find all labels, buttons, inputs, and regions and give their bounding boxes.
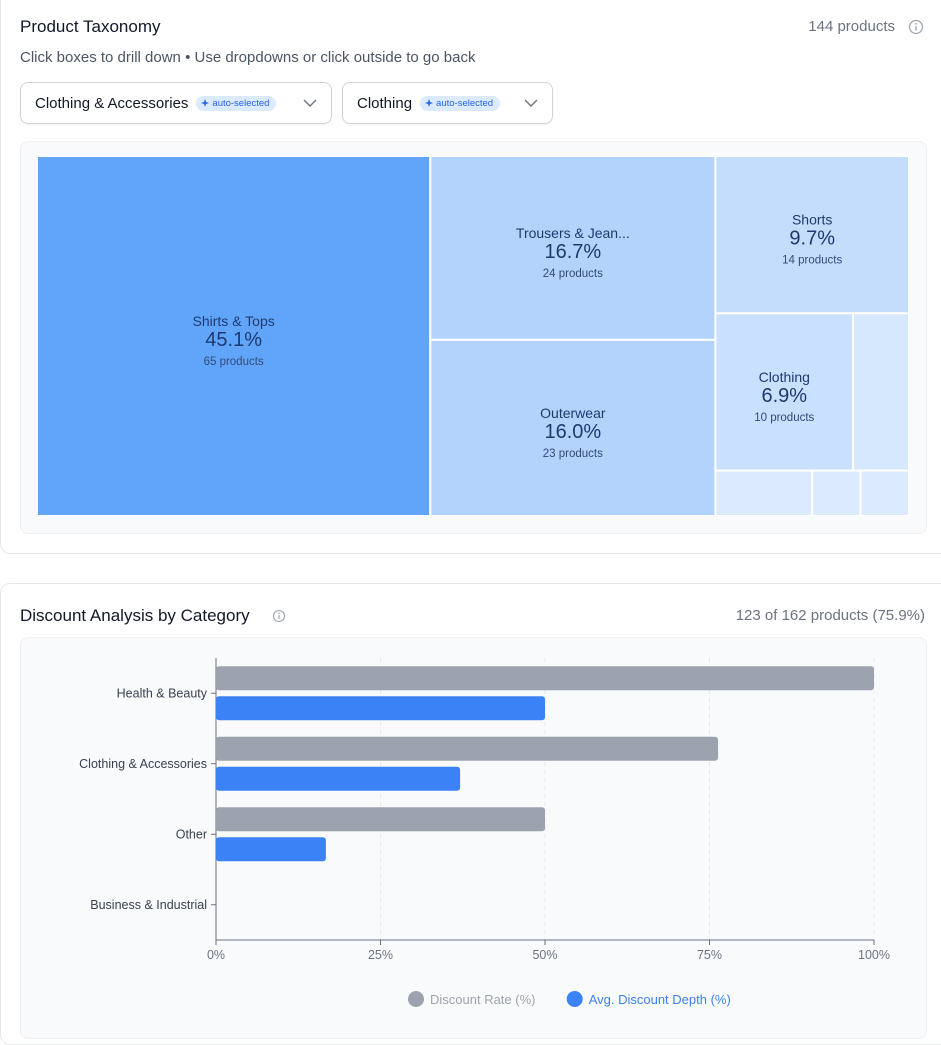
box-label: Clothing	[759, 369, 810, 385]
badge-text: auto-selected	[212, 97, 270, 109]
dropdown-label: Clothing	[357, 94, 413, 112]
badge: auto-selected	[196, 95, 277, 111]
box-count: 65 products	[204, 356, 264, 368]
treemap-box	[859, 469, 909, 516]
bar	[216, 666, 874, 691]
x-tick-label: 50%	[532, 948, 557, 962]
dropdown[interactable]: Clothing & Accessories auto-selected	[20, 82, 332, 124]
legend-swatch	[408, 991, 424, 1007]
badge: auto-selected	[420, 95, 501, 111]
box-label: Shorts	[792, 212, 832, 228]
box-percent: 16.0%	[544, 421, 601, 443]
taxonomy-count: 144 products	[808, 18, 895, 35]
x-tick-label: 100%	[858, 948, 890, 962]
chevron	[303, 99, 317, 107]
treemap-box	[429, 338, 717, 516]
box-label: Trousers & Jean...	[516, 225, 630, 241]
taxonomy-title: Product Taxonomy	[20, 17, 161, 36]
legend-label: Avg. Discount Depth (%)	[589, 992, 731, 1007]
bar	[216, 766, 461, 791]
discount-count: 123 of 162 products (75.9%)	[735, 607, 925, 624]
box-label: Shirts & Tops	[193, 313, 275, 329]
discount-title: Discount Analysis by Category	[20, 606, 250, 625]
y-tick-label: Business & Industrial	[90, 898, 207, 912]
treemap-box	[811, 469, 862, 516]
dropdown-label: Clothing & Accessories	[35, 94, 189, 112]
info-icon[interactable]	[908, 19, 924, 35]
sparkle-icon	[201, 99, 210, 107]
y-tick-label: Health & Beauty	[117, 686, 208, 700]
badge-text: auto-selected	[436, 97, 494, 109]
box-percent: 6.9%	[761, 385, 807, 407]
taxonomy-hint: Click boxes to drill down • Use dropdown…	[20, 49, 476, 66]
sparkle-icon	[425, 99, 434, 107]
dropdown[interactable]: Clothing auto-selected	[342, 82, 553, 124]
y-tick-label: Other	[176, 827, 207, 841]
treemap-box	[714, 469, 814, 516]
x-tick-label: 0%	[207, 948, 225, 962]
bar	[216, 807, 545, 832]
box-count: 23 products	[543, 448, 603, 460]
chevron	[524, 99, 538, 107]
bar	[216, 837, 326, 862]
x-tick-label: 25%	[368, 948, 393, 962]
legend-swatch	[566, 991, 583, 1007]
bar-chart: 0% 25% 50% 75% 100% Health & Beauty Clothing &…	[79, 658, 890, 1007]
treemap-box	[714, 156, 909, 315]
box-label: Outerwear	[540, 405, 606, 421]
box-count: 14 products	[782, 255, 842, 267]
bar	[216, 736, 719, 761]
bar	[216, 696, 545, 721]
legend-label: Discount Rate (%)	[430, 992, 535, 1007]
treemap-box	[852, 312, 909, 472]
y-tick-label: Clothing & Accessories	[79, 757, 207, 771]
x-tick-label: 75%	[697, 948, 722, 962]
box-count: 24 products	[543, 268, 603, 280]
box-percent: 45.1%	[205, 329, 262, 351]
box-percent: 16.7%	[544, 241, 601, 263]
info-icon[interactable]	[271, 608, 287, 624]
box-percent: 9.7%	[789, 228, 835, 250]
box-count: 10 products	[754, 412, 814, 424]
